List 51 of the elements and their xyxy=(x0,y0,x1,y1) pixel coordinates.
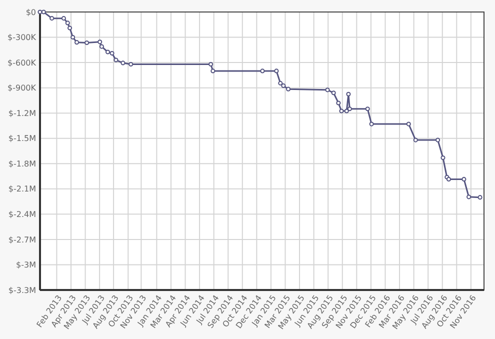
point xyxy=(68,26,72,30)
y-tick-label: $-2.1M xyxy=(8,184,36,194)
point xyxy=(413,138,418,142)
point xyxy=(440,155,446,160)
y-tick-label: $-900K xyxy=(8,84,37,93)
point xyxy=(369,122,374,126)
y-tick-label: $-3M xyxy=(16,260,36,270)
y-tick-label: $-1.5M xyxy=(8,134,36,144)
point xyxy=(462,176,466,182)
point xyxy=(84,40,90,46)
point xyxy=(38,10,42,14)
point xyxy=(65,20,70,26)
point xyxy=(50,16,54,21)
point xyxy=(281,83,286,88)
point xyxy=(105,50,110,54)
y-tick-label: $-300K xyxy=(8,33,37,42)
point xyxy=(99,44,104,49)
point xyxy=(478,195,482,200)
point xyxy=(260,68,265,74)
point xyxy=(274,68,279,74)
y-tick-label: $-600K xyxy=(8,58,37,68)
point xyxy=(208,62,214,67)
point xyxy=(331,90,336,96)
point xyxy=(210,68,216,74)
point xyxy=(74,40,80,45)
y-tick-label: $0 xyxy=(26,8,36,17)
point xyxy=(466,194,472,200)
point xyxy=(70,34,76,40)
point xyxy=(114,58,118,62)
point xyxy=(336,100,341,106)
y-tick-label: $-1.8M xyxy=(8,159,36,168)
point xyxy=(110,51,114,56)
point xyxy=(128,62,134,67)
point xyxy=(339,108,344,114)
point xyxy=(98,40,102,44)
y-tick-label: $-3.3M xyxy=(8,286,36,295)
point xyxy=(120,60,126,66)
point xyxy=(346,92,351,96)
point xyxy=(344,108,349,114)
point xyxy=(347,106,352,112)
point xyxy=(365,106,370,112)
point xyxy=(61,16,66,21)
y-tick-label: $-2.4M xyxy=(8,210,36,219)
point xyxy=(278,80,283,86)
point xyxy=(286,86,291,92)
point xyxy=(325,88,330,92)
point xyxy=(406,122,411,126)
point xyxy=(436,138,440,142)
point xyxy=(41,10,46,14)
y-tick-label: $-2.7M xyxy=(8,235,36,244)
y-tick-label: $-1.2M xyxy=(8,108,36,118)
